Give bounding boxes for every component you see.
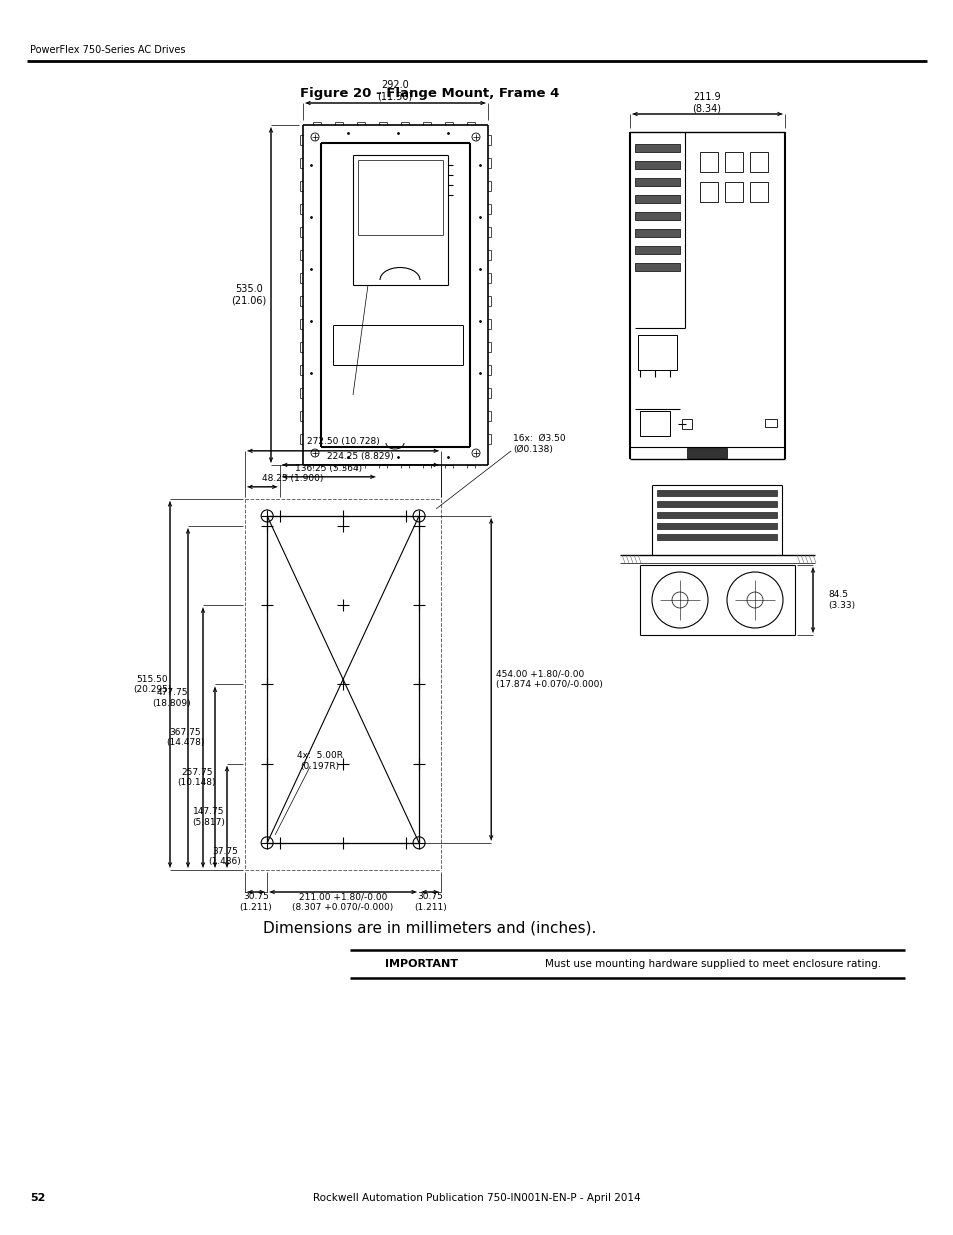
Text: PowerFlex 750-Series AC Drives: PowerFlex 750-Series AC Drives [30,44,185,56]
Text: 30.75
(1.211): 30.75 (1.211) [414,893,446,911]
Text: 211.00 +1.80/-0.00
(8.307 +0.070/-0.000): 211.00 +1.80/-0.00 (8.307 +0.070/-0.000) [293,893,394,911]
Bar [635,246,679,254]
Bar [635,178,679,186]
Text: 84.5
(3.33): 84.5 (3.33) [827,590,854,610]
Text: IMPORTANT: IMPORTANT [385,960,457,969]
Text: 515.50
(20.295): 515.50 (20.295) [132,674,171,694]
Text: 292.0
(11.50): 292.0 (11.50) [377,80,413,101]
Text: 211.9
(8.34): 211.9 (8.34) [692,93,720,114]
Text: 52: 52 [30,1193,46,1203]
Text: 224.25 (8.829): 224.25 (8.829) [327,452,394,462]
Text: 367.75
(14.478): 367.75 (14.478) [166,727,204,747]
Bar [724,152,742,172]
Bar [749,182,767,203]
Bar [635,212,679,220]
Bar [657,534,776,540]
Text: 30.75
(1.211): 30.75 (1.211) [239,893,273,911]
Text: Must use mounting hardware supplied to meet enclosure rating.: Must use mounting hardware supplied to m… [544,960,881,969]
Text: 454.00 +1.80/-0.00
(17.874 +0.070/-0.000): 454.00 +1.80/-0.00 (17.874 +0.070/-0.000… [496,669,602,689]
Bar [657,513,776,517]
Bar [638,335,677,369]
Bar [635,228,679,237]
Text: 4x:  5.00R
(0.197R): 4x: 5.00R (0.197R) [297,751,343,771]
Text: 48.25 (1.900): 48.25 (1.900) [262,474,323,483]
Bar [764,419,776,427]
Bar [700,152,718,172]
Bar [635,195,679,203]
Bar [749,152,767,172]
Bar [700,182,718,203]
Text: 147.75
(5.817): 147.75 (5.817) [193,808,225,826]
Text: 136.25 (5.364): 136.25 (5.364) [294,464,362,473]
Text: 257.75
(10.148): 257.75 (10.148) [177,767,216,787]
Bar [686,448,726,458]
Bar [635,263,679,270]
Text: Figure 20 - Flange Mount, Frame 4: Figure 20 - Flange Mount, Frame 4 [300,86,559,100]
Bar [681,419,691,429]
Bar [657,501,776,508]
Bar [657,490,776,496]
Text: 272.50 (10.728): 272.50 (10.728) [307,437,379,446]
Text: 477.75
(18.809): 477.75 (18.809) [152,688,192,708]
Text: Rockwell Automation Publication 750-IN001N-EN-P - April 2014: Rockwell Automation Publication 750-IN00… [313,1193,640,1203]
Bar [639,411,669,436]
Text: 535.0
(21.06): 535.0 (21.06) [232,284,266,306]
Bar [657,522,776,529]
Text: 16x:  Ø3.50
(Ø0.138): 16x: Ø3.50 (Ø0.138) [513,435,565,453]
Bar [635,161,679,169]
Bar [724,182,742,203]
Text: 37.75
(1.486): 37.75 (1.486) [209,847,241,866]
Text: Dimensions are in millimeters and (inches).: Dimensions are in millimeters and (inche… [263,920,596,935]
Bar [635,144,679,152]
